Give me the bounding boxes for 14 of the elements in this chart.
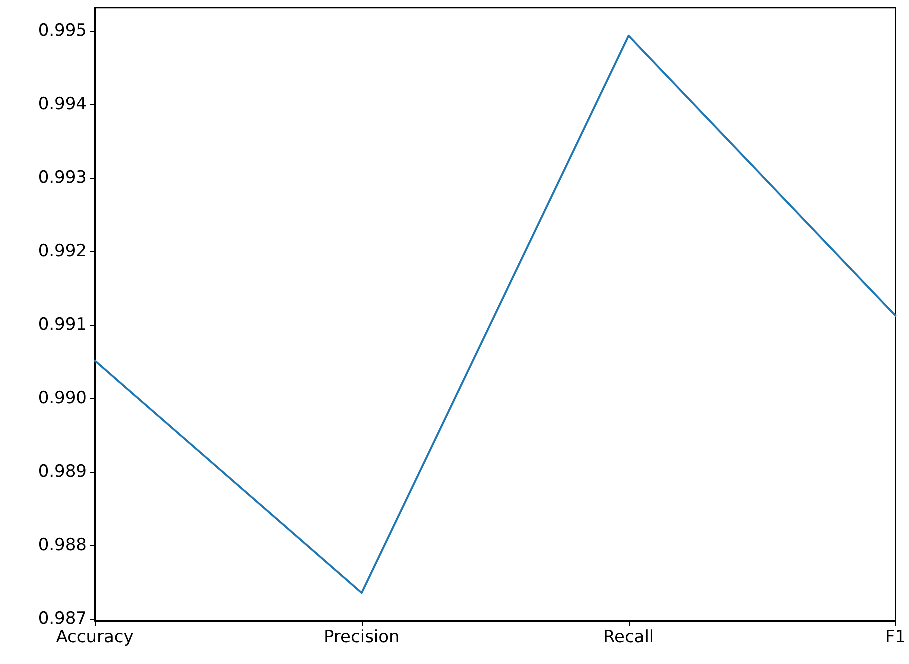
x-tick-label: Recall [603,628,654,648]
y-tick-label: 0.991 [38,314,87,335]
x-tick-label: F1 [885,628,906,648]
y-tick-label: 0.990 [38,388,87,408]
x-tick-label: Precision [324,628,400,648]
y-tick-label: 0.994 [38,94,87,114]
y-tick-label: 0.987 [38,608,87,629]
x-tick-label: Accuracy [56,628,134,648]
y-tick-label: 0.993 [38,168,87,188]
line-series [94,34,897,594]
y-tick-label: 0.992 [38,241,87,262]
y-tick-label: 0.988 [38,535,87,556]
y-tick-label: 0.989 [38,462,87,482]
y-tick-label: 0.995 [38,20,87,41]
